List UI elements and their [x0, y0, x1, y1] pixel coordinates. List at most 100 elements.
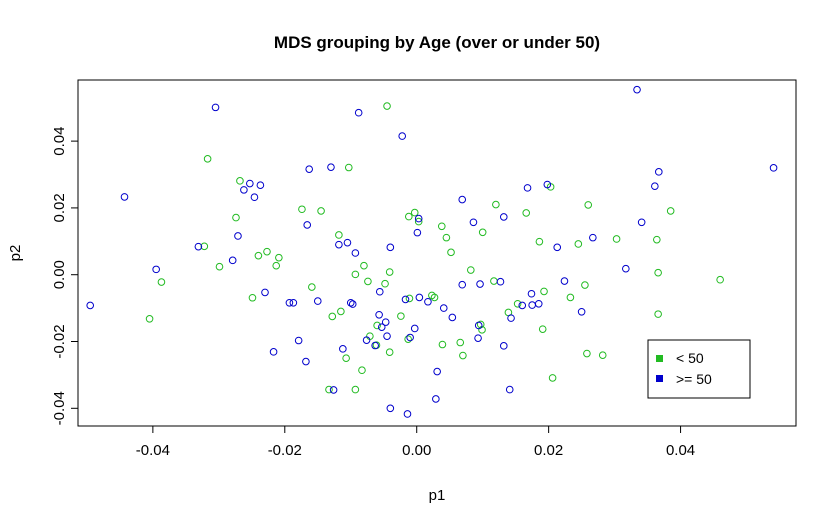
point-under-50 — [272, 261, 281, 270]
x-axis-label: p1 — [429, 487, 446, 504]
point-50-and-over — [553, 243, 562, 252]
point-under-50 — [522, 209, 531, 217]
point-50-and-over — [371, 341, 379, 350]
point-50-and-over — [386, 404, 395, 413]
point-50-and-over — [362, 336, 371, 344]
point-50-and-over — [499, 213, 508, 221]
point-50-and-over — [543, 180, 552, 189]
point-50-and-over — [458, 280, 467, 289]
point-50-and-over — [152, 265, 160, 274]
point-under-50 — [254, 251, 263, 260]
point-50-and-over — [476, 280, 484, 288]
point-50-and-over — [528, 301, 536, 309]
point-50-and-over — [633, 85, 641, 94]
x-tick-label: -0.02 — [268, 442, 302, 459]
point-50-and-over — [285, 298, 294, 307]
point-under-50 — [308, 283, 316, 291]
point-under-50 — [263, 247, 271, 256]
point-50-and-over — [294, 336, 303, 345]
y-tick-label: 0.04 — [51, 127, 68, 156]
point-50-and-over — [415, 293, 424, 302]
point-50-and-over — [507, 314, 515, 322]
point-under-50 — [404, 335, 412, 343]
point-under-50 — [540, 287, 548, 296]
point-under-50 — [232, 213, 240, 222]
point-under-50 — [325, 385, 333, 394]
point-50-and-over — [448, 313, 457, 322]
point-50-and-over — [386, 243, 395, 252]
point-50-and-over — [406, 333, 414, 342]
point-50-and-over — [211, 103, 220, 112]
point-under-50 — [157, 278, 166, 286]
point-50-and-over — [589, 233, 597, 242]
y-axis: -0.04 -0.02 0.00 0.02 0.04 — [51, 127, 79, 425]
point-50-and-over — [228, 256, 237, 265]
point-under-50 — [430, 293, 439, 302]
point-under-50 — [383, 102, 391, 110]
point-50-and-over — [534, 299, 543, 308]
point-under-50 — [490, 277, 498, 285]
point-50-and-over — [424, 297, 432, 306]
point-under-50 — [215, 262, 224, 271]
point-50-and-over — [120, 193, 129, 201]
y-tick-label: 0.02 — [51, 193, 68, 222]
point-under-50 — [574, 240, 583, 248]
point-under-50 — [373, 321, 381, 330]
x-tick-label: -0.04 — [136, 442, 170, 459]
point-50-and-over — [303, 221, 312, 229]
point-50-and-over — [256, 181, 265, 190]
point-under-50 — [342, 354, 350, 363]
point-50-and-over — [518, 301, 527, 310]
point-under-50 — [328, 312, 337, 321]
point-50-and-over — [499, 342, 508, 350]
point-under-50 — [405, 294, 414, 303]
point-under-50 — [236, 177, 244, 185]
point-under-50 — [566, 293, 575, 302]
point-under-50 — [581, 281, 589, 289]
point-under-50 — [381, 279, 389, 288]
point-under-50 — [548, 374, 557, 382]
point-50-and-over — [381, 318, 390, 326]
point-50-and-over — [240, 186, 248, 194]
point-50-and-over — [496, 277, 505, 286]
point-50-and-over — [354, 108, 363, 117]
point-under-50 — [414, 217, 423, 226]
point-under-50 — [442, 233, 451, 242]
point-under-50 — [335, 231, 343, 239]
point-under-50 — [538, 325, 547, 333]
point-under-50 — [437, 222, 446, 231]
point-under-50 — [456, 338, 465, 347]
data-points — [86, 85, 778, 418]
point-under-50 — [535, 237, 544, 246]
point-50-and-over — [577, 307, 586, 316]
point-50-and-over — [560, 277, 569, 285]
point-50-and-over — [313, 297, 322, 305]
point-50-and-over — [401, 295, 410, 304]
point-50-and-over — [234, 232, 242, 240]
point-50-and-over — [474, 321, 483, 330]
y-tick-label: -0.02 — [51, 324, 68, 358]
chart-title: MDS grouping by Age (over or under 50) — [274, 33, 600, 52]
point-under-50 — [248, 293, 257, 302]
point-50-and-over — [348, 300, 357, 308]
point-50-and-over — [651, 182, 659, 191]
legend-key-50-and-over — [656, 375, 663, 382]
legend-label-under-50: < 50 — [676, 350, 704, 366]
point-50-and-over — [339, 345, 347, 353]
point-50-and-over — [302, 357, 310, 366]
point-under-50 — [653, 235, 661, 244]
point-50-and-over — [637, 218, 646, 227]
point-under-50 — [337, 307, 345, 316]
point-under-50 — [584, 201, 593, 209]
point-50-and-over — [439, 304, 448, 312]
point-50-and-over — [383, 332, 391, 340]
point-under-50 — [612, 235, 621, 243]
point-50-and-over — [86, 301, 95, 310]
point-50-and-over — [505, 385, 514, 394]
point-50-and-over — [343, 238, 352, 247]
point-under-50 — [654, 268, 662, 277]
point-under-50 — [666, 207, 675, 215]
point-under-50 — [358, 366, 366, 375]
point-50-and-over — [433, 367, 441, 376]
